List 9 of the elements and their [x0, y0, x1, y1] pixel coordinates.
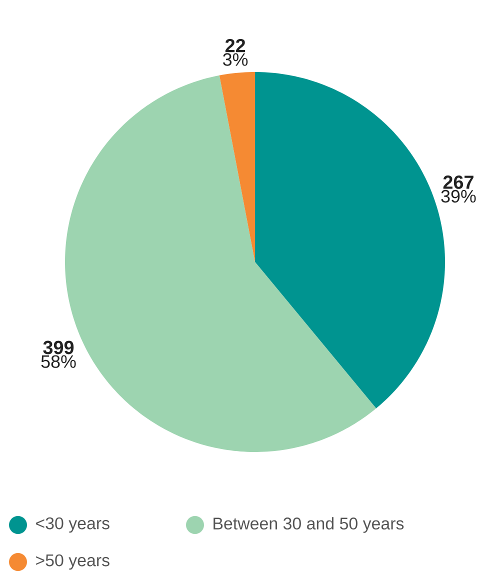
text: 22: [225, 38, 246, 52]
data-label: 58%: [41, 355, 76, 368]
data-label: 39%: [441, 190, 476, 203]
data-label: 3%: [223, 53, 248, 66]
legend-label: >50 years: [36, 554, 110, 570]
legend-label: Between 30 and 50 years: [214, 517, 404, 533]
text: 267: [443, 176, 474, 189]
text: 399: [43, 340, 74, 354]
legend-label: <30 years: [36, 517, 110, 533]
